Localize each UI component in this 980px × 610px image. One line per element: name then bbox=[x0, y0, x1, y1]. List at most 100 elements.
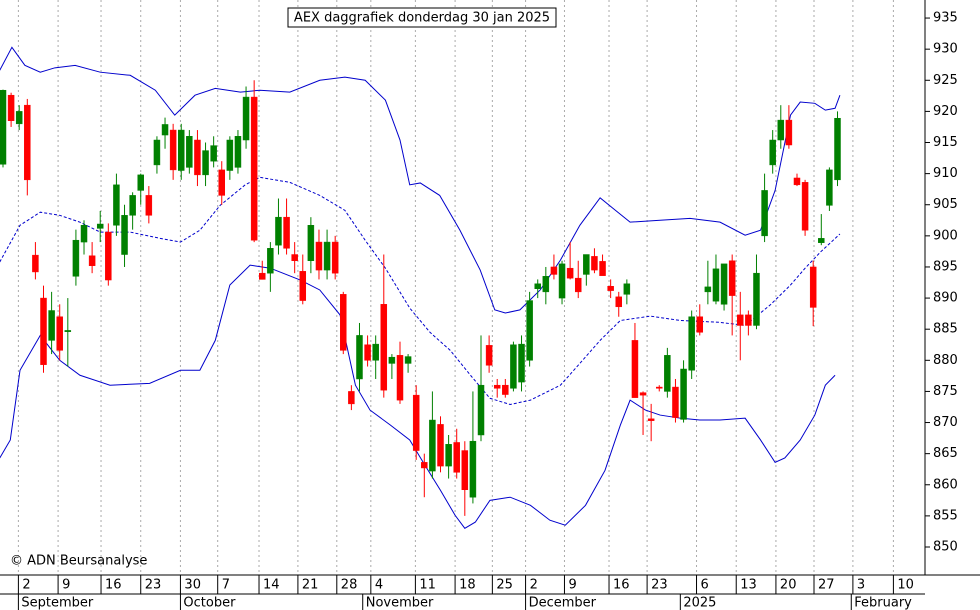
candle-body bbox=[437, 424, 444, 467]
candle-body bbox=[534, 283, 541, 289]
y-tick-label: 875 bbox=[933, 384, 958, 399]
y-tick-label: 910 bbox=[933, 166, 958, 181]
y-tick-label: 885 bbox=[933, 322, 958, 337]
y-tick-label: 905 bbox=[933, 197, 958, 212]
candle-body bbox=[412, 394, 420, 451]
axes: 8508558608658708758808858908959009059109… bbox=[17, 11, 958, 610]
candle-body bbox=[542, 276, 550, 293]
candle-body bbox=[202, 150, 209, 176]
candle-body bbox=[445, 444, 452, 467]
x-tick-label: 16 bbox=[613, 578, 630, 593]
candle-body bbox=[623, 283, 631, 295]
x-tick-label: 23 bbox=[145, 578, 162, 593]
y-tick-label: 870 bbox=[933, 415, 958, 430]
candle-body bbox=[550, 266, 558, 275]
candle-body bbox=[469, 440, 477, 498]
candle-body bbox=[793, 177, 801, 186]
candle-body bbox=[834, 117, 841, 181]
candle-body bbox=[745, 314, 752, 326]
candle-body bbox=[591, 256, 598, 271]
candle-body bbox=[169, 129, 177, 171]
candle-body bbox=[396, 355, 404, 401]
candle-body bbox=[664, 355, 671, 392]
candle-body bbox=[242, 96, 250, 141]
candle-body bbox=[234, 136, 242, 168]
candle-body bbox=[388, 356, 396, 364]
candle-body bbox=[785, 119, 793, 146]
candle-body bbox=[461, 450, 469, 490]
month-label: October bbox=[183, 596, 236, 610]
candle-body bbox=[639, 392, 647, 396]
candle-body bbox=[40, 297, 47, 365]
candle-body bbox=[826, 169, 833, 206]
y-tick-label: 930 bbox=[933, 42, 958, 57]
x-tick-label: 9 bbox=[568, 578, 576, 593]
candle-body bbox=[105, 231, 112, 281]
y-tick-label: 890 bbox=[933, 291, 958, 306]
candle-body bbox=[7, 94, 15, 121]
candle-body bbox=[518, 343, 525, 383]
month-label: September bbox=[21, 596, 94, 610]
candle-body bbox=[704, 286, 712, 293]
y-tick-label: 900 bbox=[933, 228, 958, 243]
x-tick-label: 25 bbox=[496, 578, 513, 593]
bollinger-band bbox=[0, 46, 841, 314]
candle-body bbox=[631, 340, 639, 398]
candle-body bbox=[720, 263, 728, 305]
copyright: © ADN Beursanalyse bbox=[10, 554, 147, 569]
candle-body bbox=[712, 268, 720, 302]
candle-body bbox=[761, 190, 768, 237]
candle-body bbox=[24, 104, 31, 181]
candle-body bbox=[615, 296, 622, 308]
candle-body bbox=[737, 314, 744, 326]
x-tick-label: 6 bbox=[701, 578, 709, 593]
candle-body bbox=[656, 386, 663, 389]
candle-body bbox=[607, 286, 614, 291]
candle-body bbox=[809, 266, 817, 308]
candle-body bbox=[210, 145, 217, 162]
candle-body bbox=[299, 271, 307, 301]
x-tick-label: 21 bbox=[302, 578, 319, 593]
candle-body bbox=[218, 169, 226, 196]
candle-body bbox=[583, 254, 590, 275]
candle-body bbox=[680, 368, 687, 420]
candle-body bbox=[226, 139, 234, 171]
grid bbox=[17, 0, 894, 575]
candle-body bbox=[88, 255, 96, 266]
candle-body bbox=[696, 316, 704, 333]
candle-body bbox=[153, 139, 161, 166]
candle-body bbox=[526, 300, 533, 361]
month-label: November bbox=[366, 596, 434, 610]
candle-body bbox=[364, 344, 371, 361]
x-tick-label: 20 bbox=[780, 578, 797, 593]
candle-body bbox=[267, 248, 274, 274]
candle-body bbox=[672, 386, 679, 418]
candle-body bbox=[177, 129, 185, 171]
title-box bbox=[287, 7, 557, 28]
candle-body bbox=[477, 384, 485, 436]
candle-body bbox=[380, 304, 388, 391]
candle-body bbox=[429, 419, 436, 472]
candle-body bbox=[48, 310, 55, 341]
y-tick-label: 920 bbox=[933, 104, 958, 119]
candle-body bbox=[96, 223, 104, 229]
candle-body bbox=[129, 195, 136, 216]
month-label: December bbox=[529, 596, 597, 610]
candle-body bbox=[32, 254, 39, 273]
month-label: 2025 bbox=[683, 596, 716, 610]
y-tick-label: 855 bbox=[933, 508, 958, 523]
x-tick-label: 11 bbox=[419, 578, 436, 593]
x-tick-label: 13 bbox=[740, 578, 757, 593]
x-tick-label: 9 bbox=[62, 578, 70, 593]
y-tick-label: 880 bbox=[933, 353, 958, 368]
candle-body bbox=[769, 139, 776, 166]
candle-body bbox=[421, 462, 428, 469]
y-tick-label: 895 bbox=[933, 259, 958, 274]
candle-body bbox=[510, 344, 517, 389]
bollinger-band bbox=[0, 264, 836, 529]
candle-body bbox=[372, 343, 379, 361]
candle-body bbox=[485, 345, 493, 366]
candle-body bbox=[161, 124, 169, 136]
candle-body bbox=[599, 261, 606, 276]
